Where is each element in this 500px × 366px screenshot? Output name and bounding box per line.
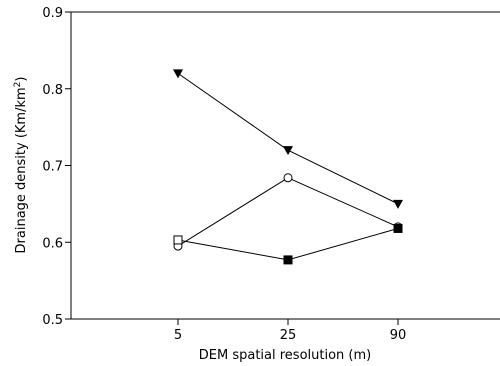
data-point-square <box>173 235 183 245</box>
x-tick-group: 5 25 90 <box>174 319 406 343</box>
y-axis-title-superscript: 2 <box>13 82 23 88</box>
series-layer <box>173 69 403 265</box>
y-tick-label: 0.7 <box>42 160 63 175</box>
y-axis-title-main: Drainage density (Km/km <box>14 87 29 253</box>
data-point-square <box>283 255 293 265</box>
x-tick-label: 90 <box>390 328 407 343</box>
y-tick-label: 0.9 <box>42 6 63 21</box>
series-line <box>177 227 399 261</box>
y-axis-title-tail: ) <box>14 77 29 82</box>
y-tick-label: 0.8 <box>42 83 63 98</box>
y-axis-title: Drainage density (Km/km2) <box>13 77 29 254</box>
x-tick-label: 25 <box>280 328 297 343</box>
series-2 <box>173 173 403 251</box>
x-tick-label: 5 <box>174 328 182 343</box>
series-line <box>177 72 399 205</box>
series-1 <box>173 69 403 209</box>
data-point-square <box>393 223 403 233</box>
y-tick-label: 0.6 <box>42 236 63 251</box>
data-point-circle <box>283 173 293 183</box>
data-point-triangle <box>283 146 293 156</box>
data-point-triangle <box>173 69 183 79</box>
series-3 <box>173 223 403 265</box>
y-tick-label: 0.5 <box>42 313 63 328</box>
x-axis-title: DEM spatial resolution (m) <box>199 348 371 363</box>
y-tick-group: 0.5 0.6 0.7 0.8 0.9 <box>42 6 71 328</box>
data-point-triangle <box>393 199 403 209</box>
